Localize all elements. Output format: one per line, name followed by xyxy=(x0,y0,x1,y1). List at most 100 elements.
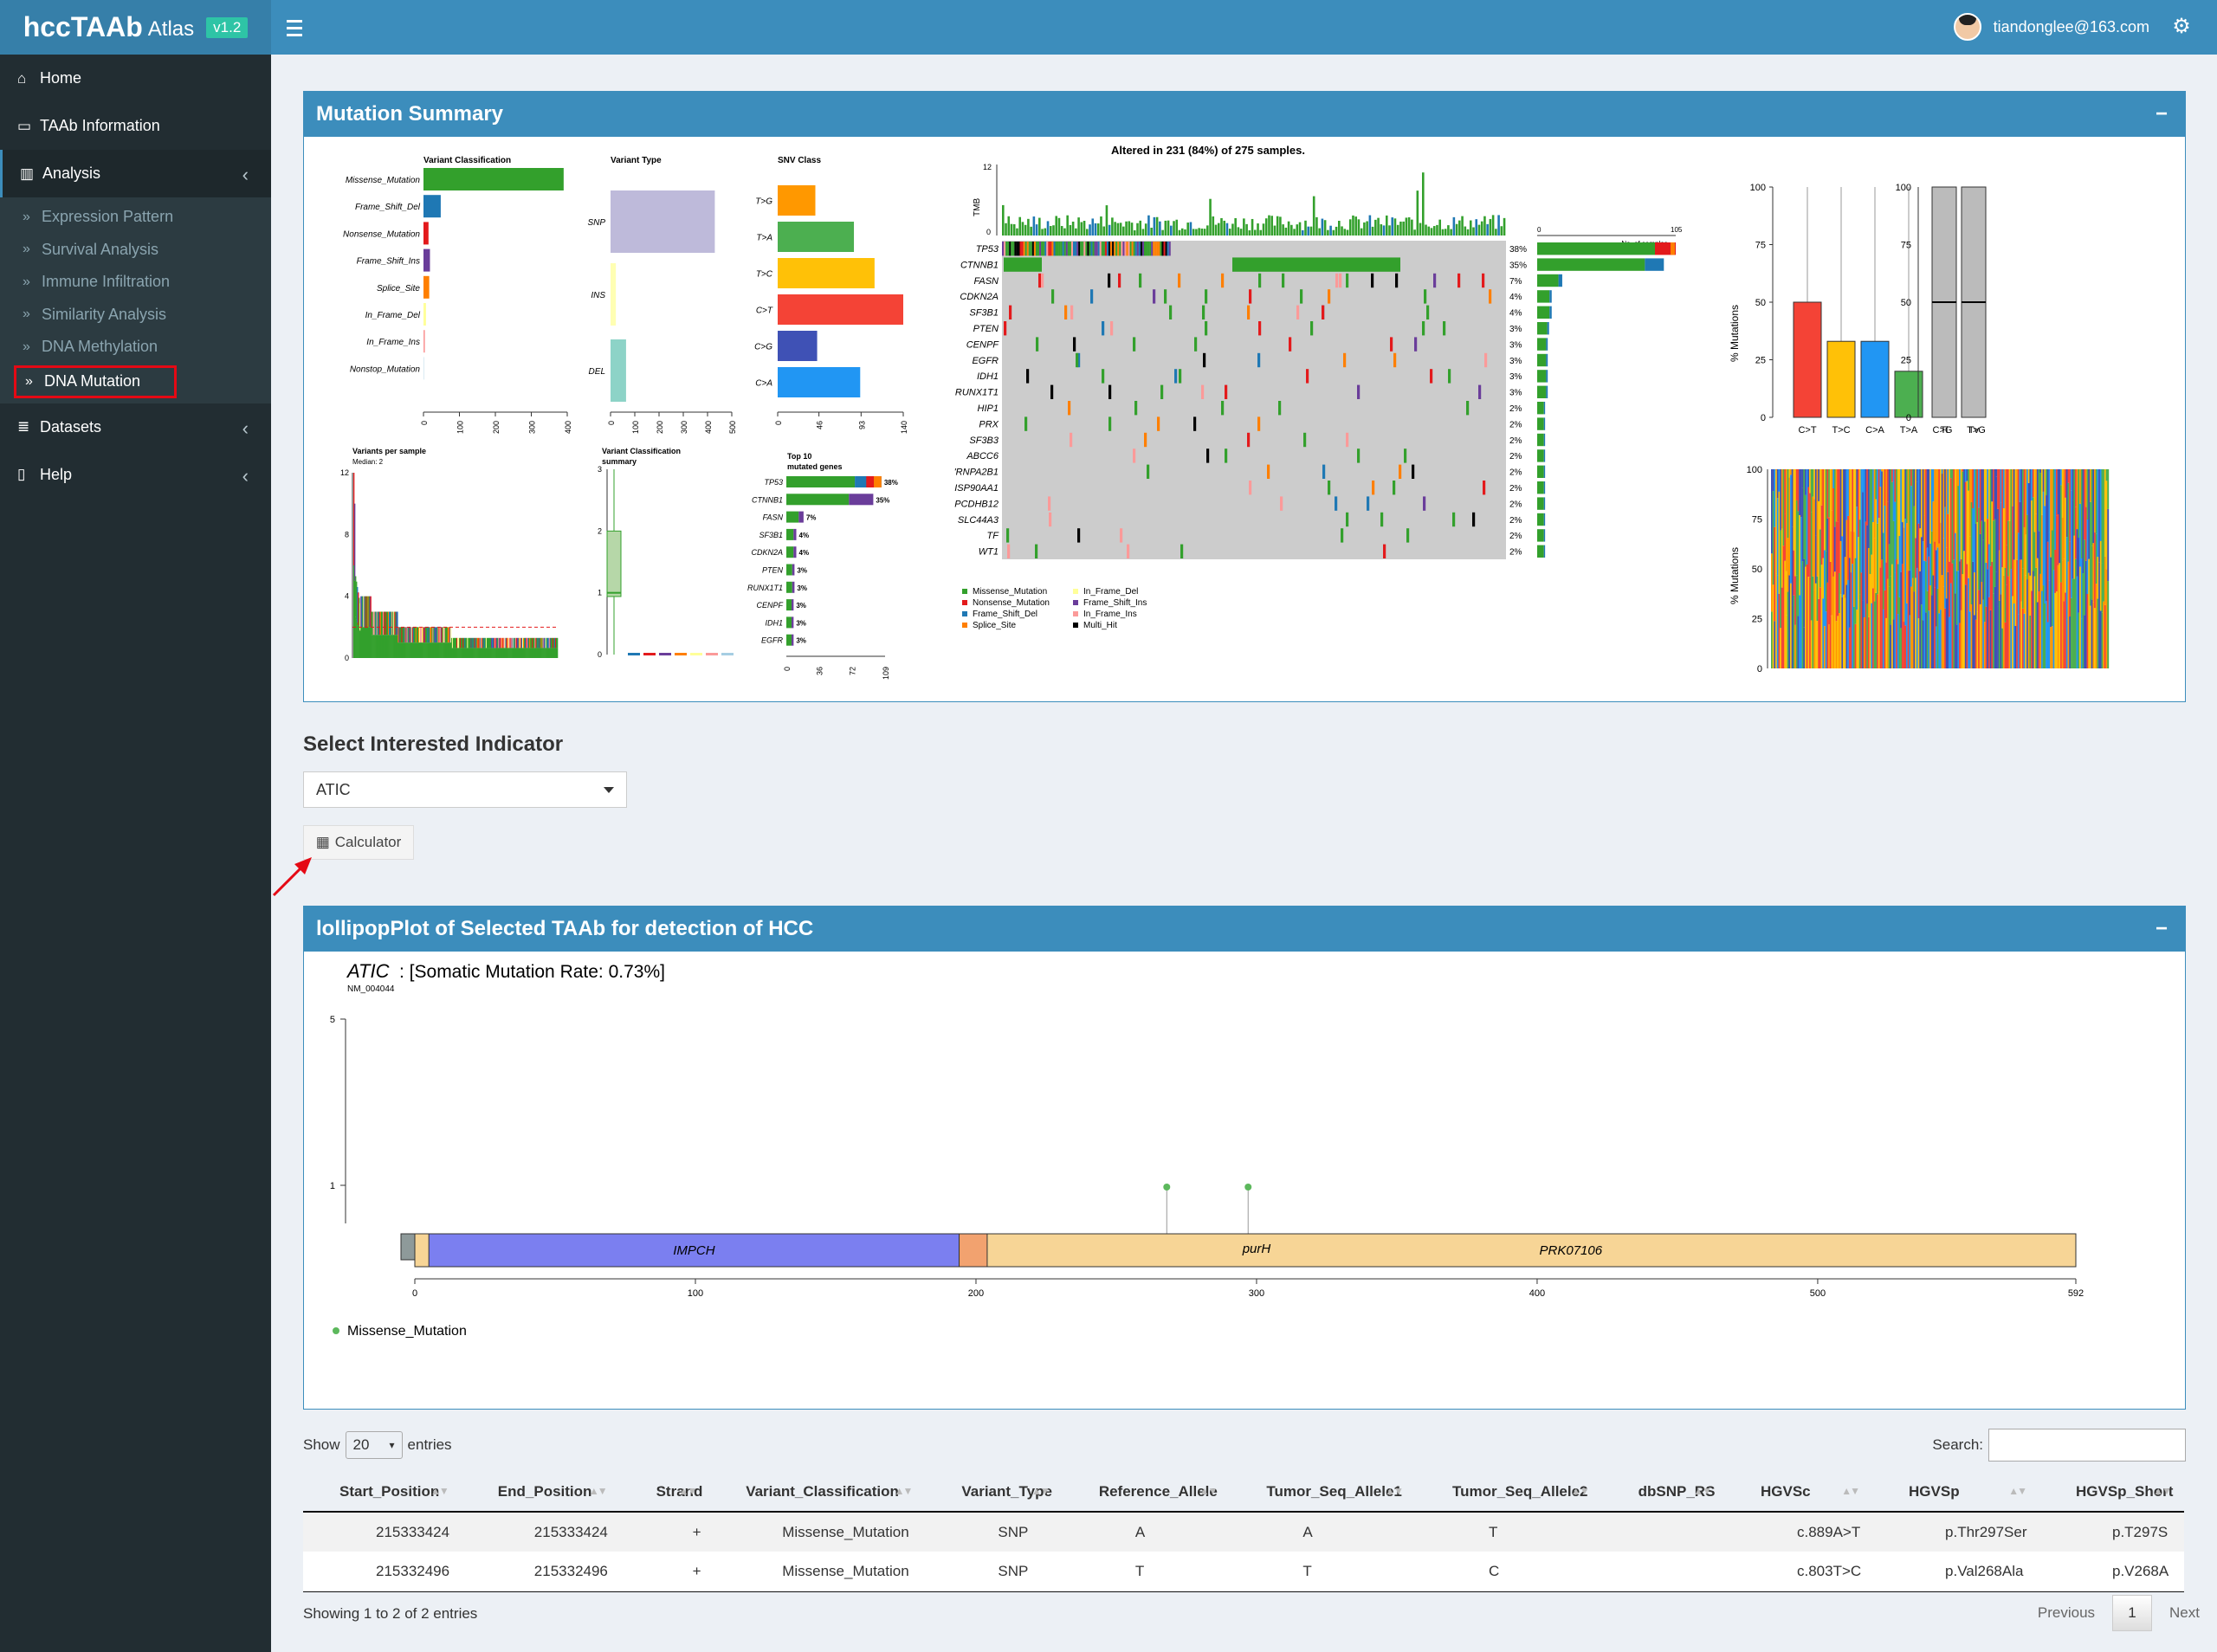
oncoplot-cell xyxy=(1339,273,1342,288)
table-row[interactable]: 215332496 215332496 + Missense_Mutation SNP T… xyxy=(303,1552,2184,1592)
mutation-rate-text: : [Somatic Mutation Rate: 0.73%] xyxy=(399,962,665,982)
column-header-tumor_seq_allele2[interactable]: Tumor_Seq_Allele2 ▲▼ xyxy=(1415,1472,1602,1513)
page-button-1[interactable]: 1 xyxy=(2112,1595,2153,1631)
sample-stack xyxy=(1852,532,1855,607)
oncoplot-gene-label: TP53 xyxy=(976,244,999,255)
calculator-button[interactable]: ▦ Calculator xyxy=(303,825,414,860)
column-header-start_position[interactable]: Start_Position ▲▼ xyxy=(303,1472,462,1513)
sidebar-item-dna-mutation[interactable]: » DNA Mutation xyxy=(14,365,177,398)
column-header-tumor_seq_allele1[interactable]: Tumor_Seq_Allele1 ▲▼ xyxy=(1230,1472,1416,1513)
oncoplot-cell xyxy=(1423,496,1426,511)
column-header-hgvsc[interactable]: HGVSc ▲▼ xyxy=(1724,1472,1873,1513)
app-logo[interactable]: hccTAAb Atlas v1.2 xyxy=(0,0,271,55)
tmb-bar xyxy=(1282,224,1284,236)
sample-stack xyxy=(1813,499,1816,590)
oncoplot-cell xyxy=(1201,384,1205,399)
column-header-label: HGVSc xyxy=(1761,1482,1811,1500)
column-header-variant_type[interactable]: Variant_Type ▲▼ xyxy=(925,1472,1063,1513)
search-input[interactable] xyxy=(1988,1429,2186,1462)
sample-bar xyxy=(472,648,474,658)
sample-stack xyxy=(1819,529,1821,588)
sample-stack xyxy=(1850,469,1852,532)
column-header-end_position[interactable]: End_Position ▲▼ xyxy=(461,1472,620,1513)
sample-stack xyxy=(1982,469,1985,540)
sample-stack xyxy=(1949,469,1952,479)
oncoplot-cell xyxy=(1053,242,1056,256)
sidebar-item-analysis[interactable]: ▥ Analysis ‹ xyxy=(0,150,271,197)
sidebar-item-home[interactable]: ⌂ Home xyxy=(0,55,271,102)
oncoplot-cell xyxy=(1068,401,1071,416)
indicator-select[interactable]: ATIC xyxy=(303,771,627,808)
column-header-dbsnp_rs[interactable]: dbSNP_RS ▲▼ xyxy=(1601,1472,1724,1513)
sample-stack xyxy=(1985,469,1988,563)
column-header-variant_classification[interactable]: Variant_Classification ▲▼ xyxy=(709,1472,926,1513)
sample-stack xyxy=(1911,469,1914,478)
next-button[interactable]: Next xyxy=(2169,1604,2200,1621)
column-header-reference_allele[interactable]: Reference_Allele ▲▼ xyxy=(1062,1472,1231,1513)
chart-title: SNV Class xyxy=(778,156,821,165)
sample-bar xyxy=(374,635,376,658)
sidebar-toggle-icon[interactable] xyxy=(287,14,318,42)
sample-bar xyxy=(406,627,408,643)
column-header-hgvsp[interactable]: HGVSp ▲▼ xyxy=(1872,1472,2039,1513)
column-header-strand[interactable]: Strand ▲▼ xyxy=(619,1472,710,1513)
sample-stack xyxy=(1968,611,1971,668)
sample-bar xyxy=(356,581,358,620)
tmb-bar xyxy=(1327,229,1329,236)
oncoplot-cell xyxy=(1014,242,1017,256)
y-tick-label: 100 xyxy=(1896,183,1911,193)
collapse-icon[interactable]: − xyxy=(2155,102,2168,126)
sidebar-subitem-label: DNA Mutation xyxy=(44,372,141,390)
oncoplot-cell xyxy=(1158,242,1160,256)
gene-pct-label: 4% xyxy=(799,549,810,557)
sidebar-item-survival-analysis[interactable]: » Survival Analysis xyxy=(0,234,271,267)
tmb-bar xyxy=(1455,223,1458,236)
sidebar-item-expression-pattern[interactable]: » Expression Pattern xyxy=(0,201,271,234)
user-menu[interactable]: tiandonglee@163.com xyxy=(1953,13,2149,41)
sample-stack xyxy=(1824,469,1826,551)
sample-bar xyxy=(400,642,402,658)
y-tick-label: 75 xyxy=(1752,515,1762,526)
table-row[interactable]: 215333424 215333424 + Missense_Mutation SNP A… xyxy=(303,1512,2184,1552)
sidebar-item-taab-information[interactable]: ▭ TAAb Information xyxy=(0,102,271,150)
collapse-icon[interactable]: − xyxy=(2155,917,2168,940)
gear-icon[interactable]: ⚙ xyxy=(2172,15,2191,38)
sample-stack xyxy=(1922,620,1924,668)
sidebar-item-datasets[interactable]: ≣ Datasets ‹ xyxy=(0,403,271,451)
sample-stack xyxy=(1862,600,1865,668)
sample-bar xyxy=(483,648,486,658)
sidebar-item-dna-methylation[interactable]: » DNA Methylation xyxy=(0,331,271,364)
sample-stack xyxy=(1793,595,1795,668)
oncoplot-cell xyxy=(1077,528,1081,543)
oncoplot-cell xyxy=(1057,242,1059,256)
sample-bar xyxy=(456,648,458,658)
previous-button[interactable]: Previous xyxy=(2037,1604,2096,1621)
tmb-bar xyxy=(1237,227,1240,236)
sidebar-item-help[interactable]: ▯ Help ‹ xyxy=(0,451,271,499)
sample-stack xyxy=(1966,481,1968,565)
sample-bar xyxy=(428,642,430,658)
sample-stack xyxy=(2103,469,2105,513)
tmb-bar xyxy=(1102,226,1105,236)
oncoplot-cell xyxy=(1433,273,1437,288)
tmb-tick-label: 0 xyxy=(986,228,991,236)
sample-stack xyxy=(1801,561,1804,668)
sample-stack xyxy=(1930,469,1933,532)
sidebar-item-immune-infiltration[interactable]: » Immune Infiltration xyxy=(0,266,271,299)
sample-stack xyxy=(2105,469,2108,481)
sample-stack xyxy=(1920,537,1923,605)
sample-stack xyxy=(1775,470,1777,574)
category-label: Nonstop_Mutation xyxy=(350,365,421,374)
gene-bar xyxy=(792,616,794,629)
tmb-bar xyxy=(1335,226,1338,236)
sample-stack xyxy=(1976,522,1979,612)
sidebar-item-similarity-analysis[interactable]: » Similarity Analysis xyxy=(0,299,271,332)
tmb-bar xyxy=(1257,223,1259,236)
sample-stack xyxy=(1928,556,1930,611)
sample-stack xyxy=(1906,523,1908,603)
gene-label: EGFR xyxy=(761,636,784,645)
column-header-hgvsp_short[interactable]: HGVSp_Short ▲▼ xyxy=(2039,1472,2184,1513)
sample-stack xyxy=(2091,469,2093,546)
sample-bar xyxy=(548,648,551,658)
entries-length-select[interactable]: 20 ▾ xyxy=(345,1431,403,1459)
